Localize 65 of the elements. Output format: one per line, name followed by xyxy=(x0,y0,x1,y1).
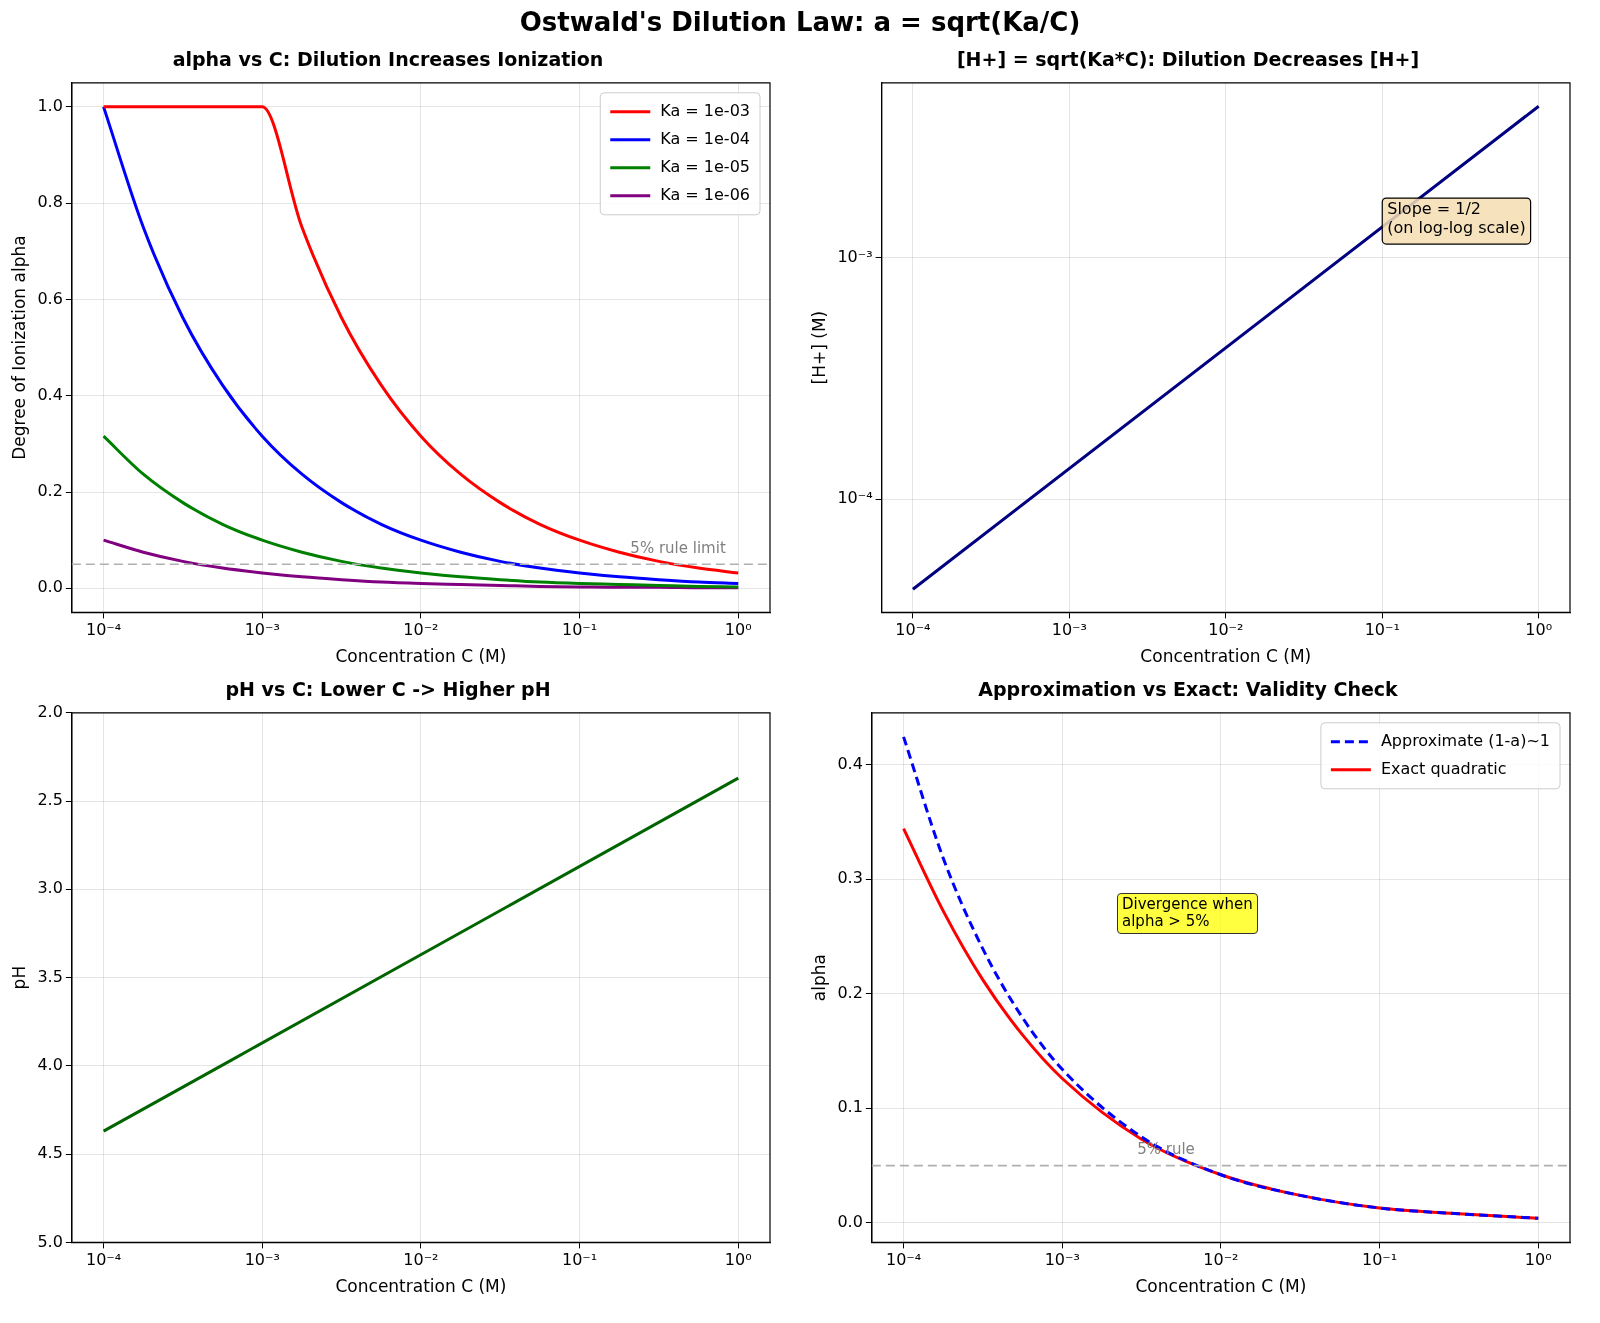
y-tick-label: 10⁻³ xyxy=(837,246,873,266)
annotation: Slope = 1/2 (on log-log scale) xyxy=(1387,199,1526,238)
x-tick-label: 10⁻⁴ xyxy=(895,620,931,640)
x-tick-label: 10⁻¹ xyxy=(1364,620,1400,640)
y-tick-label: 0.0 xyxy=(37,577,63,597)
chart-title: pH vs C: Lower C -> Higher pH xyxy=(225,678,551,701)
chart-title: [H+] = sqrt(Ka*C): Dilution Decreases [H+] xyxy=(956,48,1420,71)
x-tick-label: 10⁻⁴ xyxy=(85,620,122,640)
y-tick-label: 1.0 xyxy=(37,96,63,116)
legend-label: Ka = 1e-06 xyxy=(660,184,750,204)
y-tick-label: 2.0 xyxy=(37,701,63,721)
x-axis-title: Concentration C (M) xyxy=(335,1276,507,1297)
x-tick-label: 10⁻³ xyxy=(1051,620,1087,640)
x-tick-label: 10⁻¹ xyxy=(1361,1250,1398,1270)
ref-line-label: 5% rule xyxy=(1137,1139,1195,1158)
y-tick-label: 0.4 xyxy=(837,753,863,773)
line-series xyxy=(102,434,740,589)
y-tick-label: 3.5 xyxy=(37,966,63,986)
y-tick-label: 3.0 xyxy=(37,878,63,898)
x-tick-label: 10⁰ xyxy=(1524,1250,1552,1270)
chart-title: alpha vs C: Dilution Increases Ionization xyxy=(172,48,604,71)
x-tick-label: 10⁻² xyxy=(1208,620,1244,640)
x-tick-label: 10⁻⁴ xyxy=(85,1250,122,1270)
y-tick-label: 4.0 xyxy=(37,1055,63,1075)
x-axis-title: Concentration C (M) xyxy=(1135,1276,1307,1297)
text: Ostwald's Dilution Law: a = sqrt(Ka/C) xyxy=(519,7,1081,38)
chart-title: Approximation vs Exact: Validity Check xyxy=(978,678,1399,701)
y-tick-label: 0.4 xyxy=(37,384,63,404)
x-tick-label: 10⁻² xyxy=(1203,1250,1239,1270)
ref-line-label: 5% rule limit xyxy=(630,538,726,557)
x-axis-title: Concentration C (M) xyxy=(335,646,507,667)
x-tick-label: 10⁻¹ xyxy=(561,1250,598,1270)
x-tick-label: 10⁻³ xyxy=(244,620,280,640)
x-tick-label: 10⁰ xyxy=(724,1250,752,1270)
x-tick-label: 10⁻³ xyxy=(1044,1250,1080,1270)
line-series xyxy=(102,538,740,590)
y-tick-label: 5.0 xyxy=(37,1231,63,1251)
x-tick-label: 10⁻¹ xyxy=(561,620,598,640)
x-tick-label: 10⁻³ xyxy=(244,1250,280,1270)
y-axis-title: pH xyxy=(8,965,29,990)
y-tick-label: 0.6 xyxy=(37,288,63,308)
x-tick-label: 10⁻² xyxy=(403,620,439,640)
y-tick-label: 0.1 xyxy=(837,1097,863,1117)
legend-label: Ka = 1e-03 xyxy=(660,100,750,120)
y-tick-label: 0.3 xyxy=(837,868,863,888)
y-tick-label: 0.2 xyxy=(837,982,863,1002)
x-tick-label: 10⁻² xyxy=(403,1250,439,1270)
y-tick-label: 10⁻⁴ xyxy=(837,488,873,508)
legend-label: Ka = 1e-04 xyxy=(660,128,750,148)
y-tick-label: 0.0 xyxy=(837,1212,863,1232)
y-tick-label: 0.8 xyxy=(37,192,63,212)
y-tick-label: 4.5 xyxy=(37,1143,63,1163)
legend-label: Approximate (1-a)~1 xyxy=(1380,730,1551,750)
x-tick-label: 10⁰ xyxy=(724,620,752,640)
y-axis-title: alpha xyxy=(808,954,829,1002)
x-axis-title: Concentration C (M) xyxy=(1140,646,1312,667)
y-tick-label: 0.2 xyxy=(37,481,63,501)
x-tick-label: 10⁻⁴ xyxy=(885,1250,922,1270)
y-axis-title: Degree of Ionization alpha xyxy=(8,235,29,460)
y-axis-title: [H+] (M) xyxy=(808,310,829,385)
legend-label: Ka = 1e-05 xyxy=(660,156,750,176)
y-tick-label: 2.5 xyxy=(37,790,63,810)
x-tick-label: 10⁰ xyxy=(1525,620,1553,640)
legend-label: Exact quadratic xyxy=(1380,758,1507,778)
annotation: Divergence when alpha > 5% xyxy=(1117,893,1258,934)
